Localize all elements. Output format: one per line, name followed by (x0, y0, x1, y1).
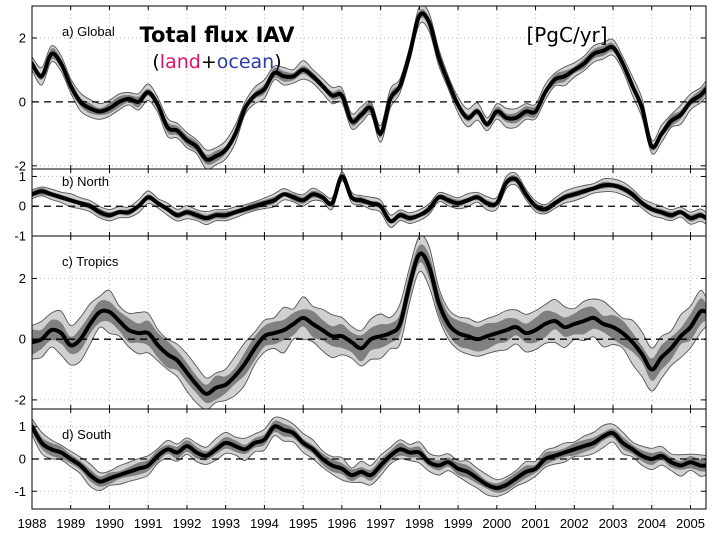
x-tick-label: 2005 (676, 516, 705, 531)
panel-3: -2 0 2 c) Tropics (14, 235, 707, 410)
subtitle-part: + (201, 51, 217, 73)
x-tick-label: 1995 (289, 516, 318, 531)
y-tick-label: -1 (14, 229, 26, 244)
units-label: [PgC/yr] (526, 23, 607, 47)
y-tick-label: 2 (19, 30, 26, 45)
x-tick-label: 2002 (560, 516, 589, 531)
panel-1: -2 0 2 a) Global (14, 5, 707, 173)
x-tick-label: 1998 (405, 516, 434, 531)
x-tick-label: 1997 (366, 516, 395, 531)
x-tick-label: 1999 (444, 516, 473, 531)
subtitle-part: ) (274, 51, 281, 73)
outer-band-lower-edge (32, 434, 706, 497)
x-axis: 1988 1989 1990 1991 1992 1993 1994 1995 1996 1997… (18, 6, 705, 531)
mean-flux-line (32, 11, 706, 162)
x-tick-label: 1992 (172, 516, 201, 531)
chart-title: Total flux IAV (140, 23, 296, 47)
y-tick-label: 0 (19, 94, 26, 109)
x-tick-label: 1996 (327, 516, 356, 531)
y-tick-label: 0 (19, 332, 26, 347)
outer-band-lower-edge (32, 180, 706, 228)
x-tick-label: 2004 (637, 516, 666, 531)
y-tick-label: -1 (14, 484, 26, 499)
inner-uncertainty-band (32, 420, 706, 493)
x-tick-label: 2001 (521, 516, 550, 531)
outer-band-upper-edge (32, 236, 706, 379)
panel-4: -1 0 1 d) South (14, 408, 707, 510)
subtitle-part: land (160, 51, 201, 73)
outer-uncertainty-band (32, 172, 706, 228)
x-tick-label: 1989 (56, 516, 85, 531)
subtitle-part: ocean (217, 51, 274, 73)
y-tick-label: -2 (14, 392, 26, 407)
mean-flux-line (32, 251, 706, 396)
y-tick-label: 0 (19, 199, 26, 214)
subtitle-part: ( (152, 51, 159, 73)
outer-band-upper-edge (32, 416, 706, 481)
outer-band-upper-edge (32, 171, 706, 216)
panel-label: c) Tropics (62, 254, 119, 269)
y-tick-label: 2 (19, 271, 26, 286)
y-tick-label: -2 (14, 158, 26, 173)
outer-uncertainty-band (32, 236, 706, 409)
x-tick-label: 1993 (211, 516, 240, 531)
panel-label: b) North (62, 174, 109, 189)
y-tick-label: 0 (19, 452, 26, 467)
panel-label: d) South (62, 427, 111, 442)
panel-label: a) Global (62, 24, 115, 39)
mean-flux-line (32, 424, 706, 490)
outer-uncertainty-band (32, 416, 706, 497)
x-tick-label: 2000 (482, 516, 511, 531)
panel-2: -1 0 1 b) North (14, 168, 707, 244)
chart-subtitle: (land+ocean) (152, 51, 281, 73)
x-tick-label: 1990 (95, 516, 124, 531)
y-tick-label: 1 (19, 419, 26, 434)
y-tick-label: 1 (19, 169, 26, 184)
x-tick-label: 1991 (134, 516, 163, 531)
x-tick-label: 1994 (250, 516, 279, 531)
mean-flux-line (32, 174, 706, 224)
x-tick-label: 1988 (18, 516, 47, 531)
x-tick-label: 2003 (599, 516, 628, 531)
